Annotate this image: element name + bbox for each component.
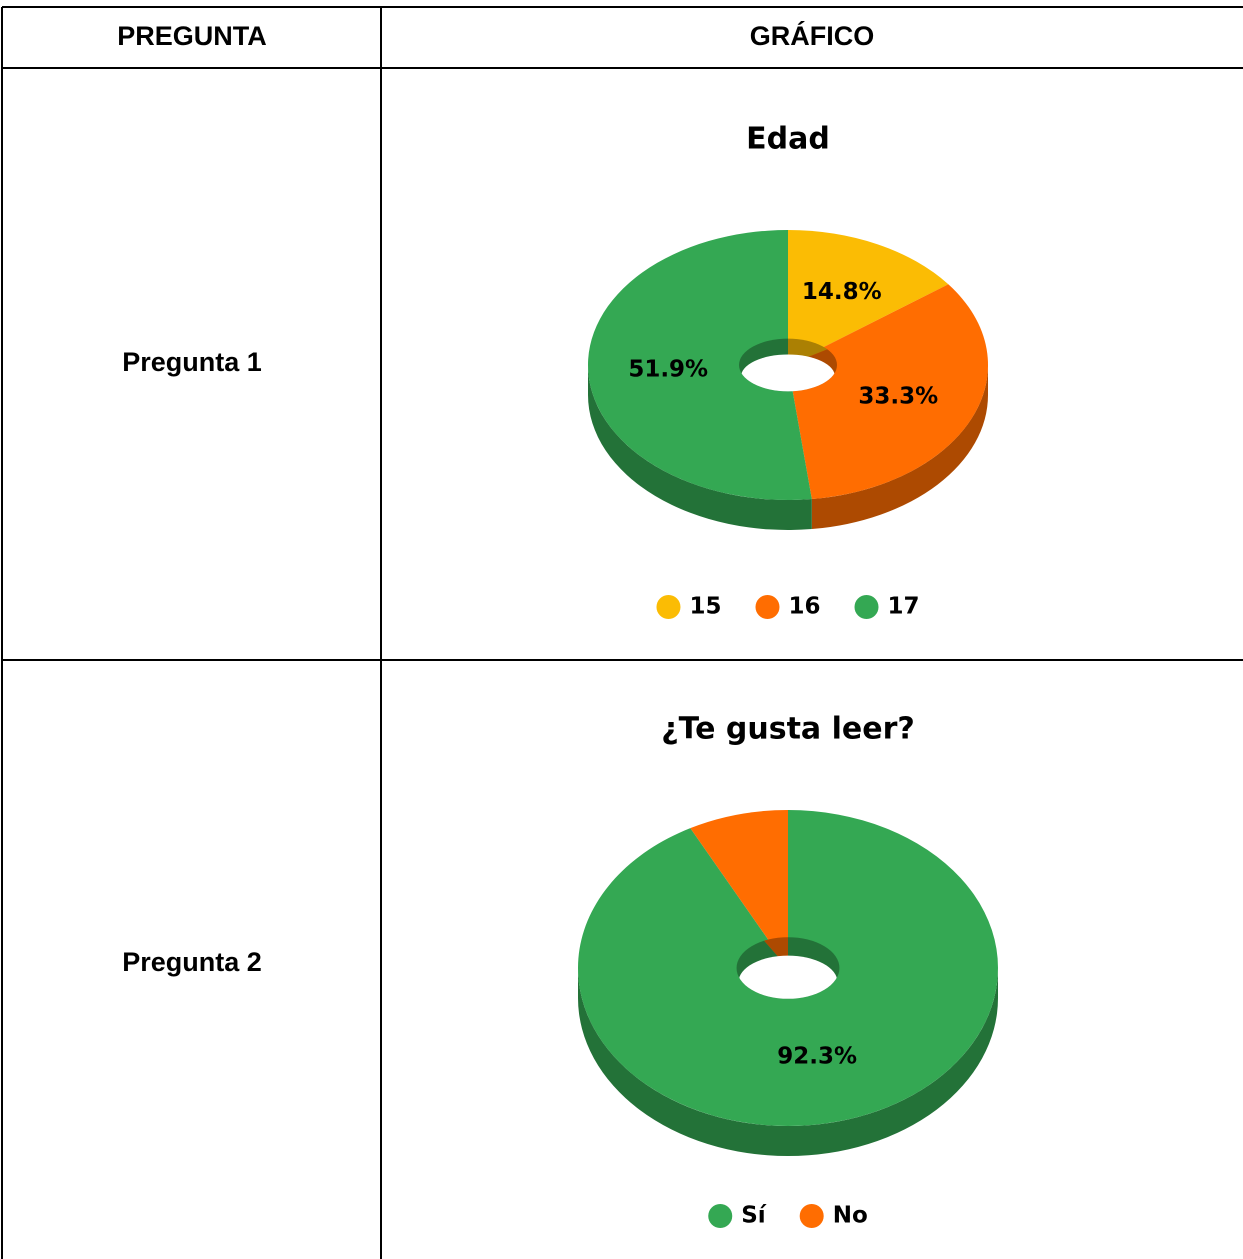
slice xyxy=(788,230,949,365)
data-label: 14.8% xyxy=(802,279,882,305)
question-cell: Pregunta 2 xyxy=(122,947,262,977)
legend-swatch xyxy=(708,1204,733,1228)
data-label: 92.3% xyxy=(777,1043,857,1069)
legend-label: 17 xyxy=(888,594,920,620)
data-label: 51.9% xyxy=(628,356,708,382)
legend-label: 16 xyxy=(788,594,820,620)
slice-side xyxy=(578,968,998,1156)
legend-label: Sí xyxy=(741,1203,767,1229)
question-cell: Pregunta 1 xyxy=(122,347,262,377)
slice xyxy=(690,810,788,968)
slice xyxy=(788,284,989,500)
slice-side xyxy=(588,365,812,530)
header-cell: PREGUNTA xyxy=(117,21,267,51)
legend-swatch xyxy=(755,595,780,619)
legend-swatch xyxy=(854,595,879,619)
chart-title: Edad xyxy=(746,122,830,157)
hole-wall xyxy=(740,937,788,968)
slice xyxy=(588,230,812,500)
hole-opening xyxy=(738,955,838,999)
legend-swatch xyxy=(799,1204,824,1228)
legend: Sí No xyxy=(708,1203,868,1229)
slice-side xyxy=(811,365,988,530)
legend-label: No xyxy=(833,1203,868,1229)
legend-label: 15 xyxy=(689,594,721,620)
header-cell: GRÁFICO xyxy=(750,20,875,51)
legend: 15 16 17 xyxy=(656,594,920,620)
legend-swatch xyxy=(656,595,681,619)
hole-opening xyxy=(740,354,836,392)
data-label: 33.3% xyxy=(858,383,938,409)
chart-title: ¿Te gusta leer? xyxy=(661,712,915,747)
